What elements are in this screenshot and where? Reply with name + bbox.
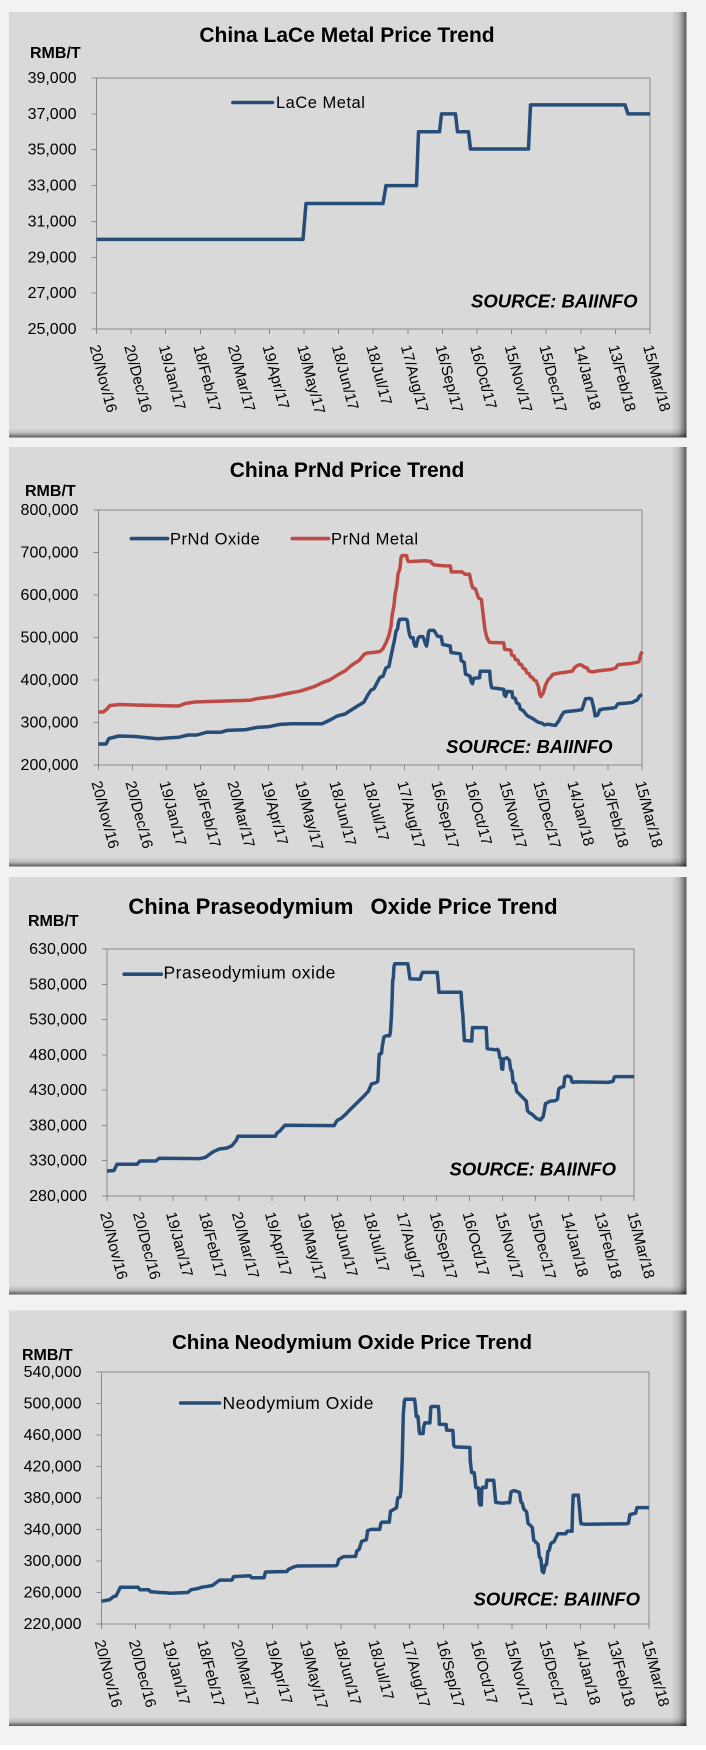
svg-text:China Neodymium Oxide Price Tr: China Neodymium Oxide Price Trend	[172, 1331, 532, 1354]
svg-text:LaCe Metal: LaCe Metal	[276, 94, 365, 112]
svg-text:500,000: 500,000	[24, 1396, 82, 1413]
svg-text:630,000: 630,000	[29, 941, 87, 958]
svg-text:37,000: 37,000	[28, 106, 77, 123]
svg-text:33,000: 33,000	[28, 178, 77, 195]
svg-text:220,000: 220,000	[24, 1616, 82, 1633]
svg-text:39,000: 39,000	[28, 70, 77, 87]
svg-text:460,000: 460,000	[24, 1427, 82, 1444]
svg-text:China Praseodymium Oxide Pric: China Praseodymium Oxide Price Trend	[128, 894, 557, 919]
svg-text:400,000: 400,000	[21, 672, 79, 689]
svg-text:25,000: 25,000	[28, 321, 77, 338]
svg-text:280,000: 280,000	[29, 1188, 87, 1205]
svg-text:PrNd Oxide: PrNd Oxide	[170, 531, 260, 549]
svg-text:700,000: 700,000	[21, 545, 79, 562]
svg-text:China PrNd Price Trend: China PrNd Price Trend	[230, 459, 465, 482]
svg-text:340,000: 340,000	[24, 1522, 82, 1539]
svg-text:SOURCE: BAIINFO: SOURCE: BAIINFO	[474, 1589, 641, 1610]
svg-text:800,000: 800,000	[21, 502, 79, 519]
svg-text:200,000: 200,000	[21, 757, 79, 774]
svg-text:SOURCE: BAIINFO: SOURCE: BAIINFO	[446, 736, 613, 757]
svg-text:600,000: 600,000	[21, 587, 79, 604]
svg-text:330,000: 330,000	[29, 1153, 87, 1170]
svg-text:29,000: 29,000	[28, 249, 77, 266]
svg-text:Neodymium Oxide: Neodymium Oxide	[223, 1393, 374, 1413]
svg-text:580,000: 580,000	[29, 976, 87, 993]
svg-text:RMB/T: RMB/T	[28, 913, 79, 930]
svg-text:RMB/T: RMB/T	[30, 45, 81, 62]
svg-text:530,000: 530,000	[29, 1012, 87, 1029]
svg-text:480,000: 480,000	[29, 1047, 87, 1064]
svg-text:300,000: 300,000	[21, 715, 79, 732]
svg-text:380,000: 380,000	[29, 1117, 87, 1134]
svg-text:SOURCE: BAIINFO: SOURCE: BAIINFO	[450, 1159, 617, 1180]
svg-text:31,000: 31,000	[28, 213, 77, 230]
svg-text:380,000: 380,000	[24, 1490, 82, 1507]
svg-text:PrNd Metal: PrNd Metal	[331, 531, 419, 549]
svg-text:420,000: 420,000	[24, 1459, 82, 1476]
svg-text:China LaCe Metal Price Trend: China LaCe Metal Price Trend	[199, 24, 494, 47]
svg-text:35,000: 35,000	[28, 142, 77, 159]
svg-text:430,000: 430,000	[29, 1082, 87, 1099]
svg-text:540,000: 540,000	[24, 1364, 82, 1381]
svg-text:260,000: 260,000	[24, 1585, 82, 1602]
svg-text:RMB/T: RMB/T	[25, 483, 76, 500]
svg-text:SOURCE: BAIINFO: SOURCE: BAIINFO	[471, 291, 638, 312]
svg-text:27,000: 27,000	[28, 285, 77, 302]
svg-text:300,000: 300,000	[24, 1553, 82, 1570]
svg-text:500,000: 500,000	[21, 630, 79, 647]
svg-text:Praseodymium oxide: Praseodymium oxide	[164, 963, 336, 983]
svg-text:RMB/T: RMB/T	[22, 1347, 73, 1364]
